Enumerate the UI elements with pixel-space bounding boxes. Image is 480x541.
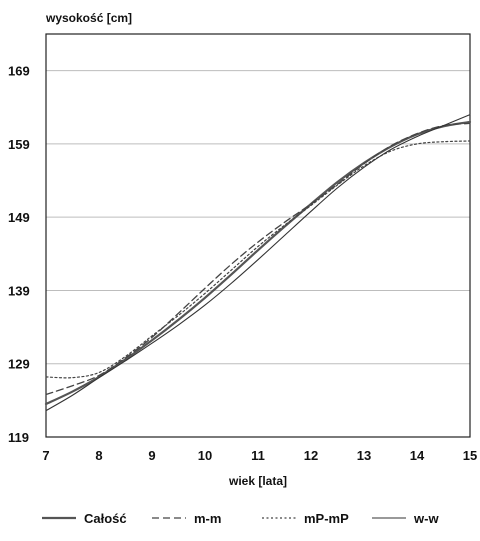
series-line-mp-mp [45,140,471,379]
plot-area-frame [45,33,471,438]
series-line-ca-o- [44,120,472,406]
y-tick-label-129: 129 [8,357,30,372]
x-tick-label-15: 15 [463,448,477,463]
legend-label-mp-mp: mP-mP [304,511,349,526]
y-tick-label-149: 149 [8,210,30,225]
legend-label-ca-o-: Całość [84,511,127,526]
x-tick-label-12: 12 [304,448,318,463]
legend-label-m-m: m-m [194,511,221,526]
series-line-m-m [45,122,471,396]
x-tick-label-9: 9 [148,448,155,463]
legend: Całość m-m mP-mP w-w [42,511,439,526]
y-tick-label-159: 159 [8,137,30,152]
axis-ticks: 119 129 139 149 159 169 7 8 9 10 11 12 13 14 15 [8,64,477,463]
x-tick-label-11: 11 [251,448,265,463]
legend-label-w-w: w-w [413,511,439,526]
x-tick-label-10: 10 [198,448,212,463]
x-tick-label-8: 8 [95,448,102,463]
x-tick-label-13: 13 [357,448,371,463]
series-lines [44,114,472,412]
x-tick-label-14: 14 [410,448,425,463]
y-tick-label-119: 119 [8,430,29,445]
y-tick-label-139: 139 [8,283,30,298]
y-axis-title: wysokość [cm] [45,11,132,25]
x-axis-title: wiek [lata] [228,474,287,488]
series-line-w-w [45,114,471,412]
gridlines [46,70,470,365]
x-tick-label-7: 7 [42,448,49,463]
y-tick-label-169: 169 [8,64,30,79]
